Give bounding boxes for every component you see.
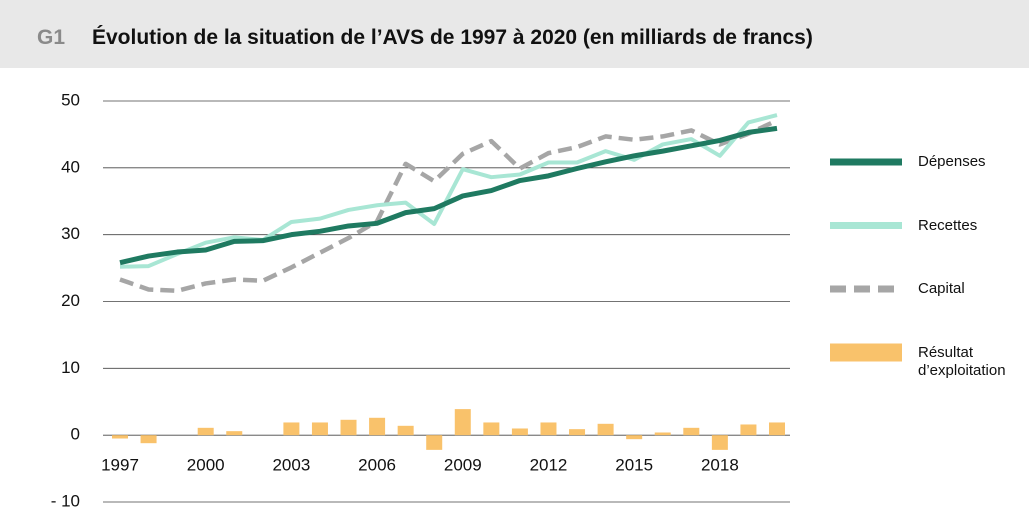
bar bbox=[740, 424, 757, 436]
bar bbox=[569, 429, 586, 436]
legend-label: Recettes bbox=[918, 216, 978, 234]
bar bbox=[769, 422, 785, 436]
bar bbox=[597, 423, 614, 436]
y-tick-label: - 10 bbox=[51, 491, 80, 510]
x-tick-label: 1997 bbox=[101, 455, 139, 474]
y-tick-label: 30 bbox=[61, 224, 80, 243]
bar bbox=[397, 425, 414, 436]
y-tick-label: 10 bbox=[61, 358, 80, 377]
y-tick-label: 40 bbox=[61, 157, 80, 176]
line-series bbox=[119, 113, 778, 269]
legend-label: Capital bbox=[918, 280, 965, 297]
bar bbox=[226, 431, 243, 436]
x-tick-label: 2003 bbox=[272, 455, 310, 474]
bar bbox=[283, 422, 300, 436]
bar bbox=[369, 417, 386, 436]
legend-swatch bbox=[830, 343, 902, 362]
bar bbox=[511, 428, 528, 436]
header: G1 Évolution de la situation de l’AVS de… bbox=[0, 0, 1029, 68]
x-tick-label: 2000 bbox=[187, 455, 225, 474]
bar bbox=[711, 435, 728, 450]
bar bbox=[454, 409, 471, 436]
x-tick-label: 2015 bbox=[615, 455, 653, 474]
chart-label: G1 bbox=[37, 26, 66, 49]
chart-title: Évolution de la situation de l’AVS de 19… bbox=[92, 26, 813, 49]
bar bbox=[340, 419, 357, 436]
bar bbox=[112, 435, 128, 439]
y-tick-label: 0 bbox=[71, 425, 80, 444]
x-tick-label: 2006 bbox=[358, 455, 396, 474]
legend-label: Résultat d’exploitation bbox=[918, 343, 1006, 379]
x-tick-label: 2009 bbox=[444, 455, 482, 474]
bar bbox=[426, 435, 443, 450]
bar bbox=[197, 427, 214, 436]
line-series bbox=[119, 118, 778, 294]
bar bbox=[626, 435, 643, 440]
legend-label: Dépenses bbox=[918, 153, 986, 170]
bar bbox=[654, 432, 671, 436]
bar bbox=[140, 435, 157, 444]
x-tick-label: 2018 bbox=[701, 455, 739, 474]
x-tick-label: 2012 bbox=[530, 455, 568, 474]
bar bbox=[683, 427, 700, 436]
y-tick-label: 50 bbox=[61, 90, 80, 109]
bar bbox=[483, 422, 500, 436]
y-tick-label: 20 bbox=[61, 291, 80, 310]
line-series bbox=[119, 125, 778, 266]
bar bbox=[540, 422, 557, 436]
bar bbox=[311, 422, 328, 436]
